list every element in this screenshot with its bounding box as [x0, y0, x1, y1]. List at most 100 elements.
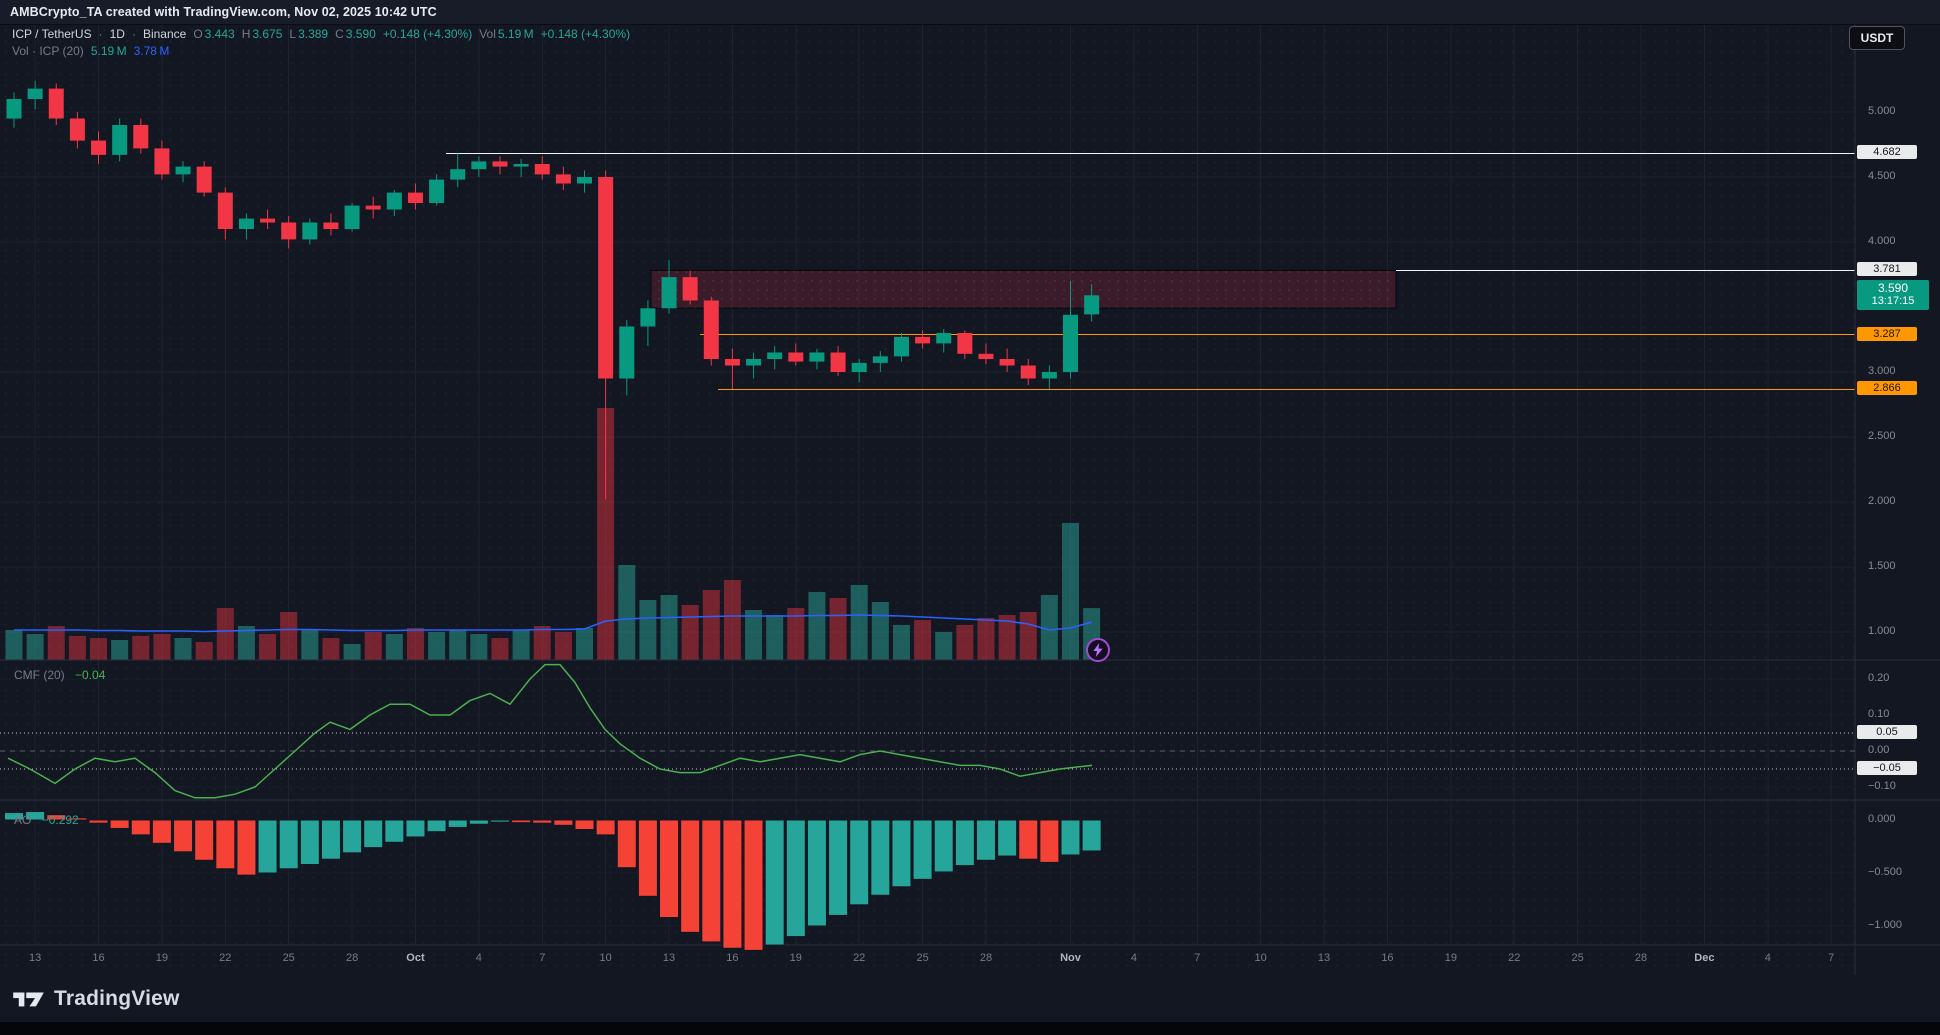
volume-bar [322, 638, 340, 660]
lightning-badge[interactable] [1086, 638, 1110, 662]
time-axis-day-label: 13 [662, 952, 676, 964]
time-axis-month-label: Oct [406, 952, 425, 964]
candle-body [788, 352, 804, 362]
candle-body [872, 356, 888, 363]
candle-body [344, 205, 360, 229]
candle-body [640, 308, 656, 327]
volume-bar [449, 630, 467, 660]
ao-histogram-bar [299, 819, 320, 866]
candle-body [238, 218, 254, 229]
ao-histogram-bar [1018, 819, 1039, 860]
candle-body [936, 333, 952, 344]
candle-body [27, 88, 43, 99]
volume-bar [1062, 523, 1079, 660]
time-axis-day-label: 19 [789, 952, 802, 964]
volume-indicator-row[interactable]: Vol · ICP (20) 5.19 M 3.78 M [12, 44, 630, 58]
candle-body [767, 352, 783, 359]
cmf-tick-label: 0.20 [1868, 672, 1890, 684]
time-axis-day-label: 16 [726, 952, 739, 964]
cmf-value: −0.04 [75, 668, 106, 682]
lightning-icon [1093, 643, 1103, 657]
candle-body [302, 222, 318, 240]
ao-histogram-bar [975, 819, 996, 861]
volume-bar [90, 638, 108, 660]
ao-histogram-bar [468, 819, 489, 825]
volume-bar [491, 638, 509, 660]
time-axis-day-label: 22 [853, 952, 866, 964]
volume-bar [808, 592, 826, 660]
exchange-label[interactable]: Binance [142, 27, 187, 41]
ao-histogram-bar [342, 819, 363, 854]
ao-histogram-bar [933, 819, 954, 873]
volume-bar [385, 634, 403, 660]
cmf-band-badge: 0.05 [1857, 725, 1917, 739]
candle-body [154, 148, 170, 175]
candle-body [598, 177, 614, 379]
volume-bar [216, 608, 234, 660]
candle-body [492, 161, 508, 167]
price-change: +0.148 (+4.30%) [382, 27, 473, 41]
ao-indicator-row[interactable]: AO −0.292 [14, 813, 79, 827]
time-axis-day-label: 7 [539, 952, 546, 964]
ao-histogram-bar [701, 819, 722, 943]
candle-body [978, 353, 994, 359]
candle-body [1020, 365, 1036, 379]
candle-body [682, 277, 698, 301]
tradingview-logo[interactable]: TradingView [0, 986, 180, 1012]
candle-body [365, 205, 381, 210]
candle-body [893, 336, 909, 357]
currency-toggle-button[interactable]: USDT [1849, 26, 1905, 50]
candle-body [91, 140, 107, 155]
symbol-row[interactable]: ICP / TetherUS · 1D · Binance O 3.443 H … [12, 27, 630, 41]
volume-bar [174, 638, 192, 660]
candle-body [1063, 314, 1078, 372]
ao-histogram-bar [891, 819, 912, 888]
volume-bar [406, 628, 424, 660]
time-axis-day-label: 10 [599, 952, 612, 964]
tradingview-logo-text[interactable]: TradingView [54, 987, 180, 1010]
ao-histogram-bar [173, 819, 194, 853]
volume-bar [639, 600, 657, 660]
volume-bar [850, 585, 868, 660]
candle-body [217, 192, 233, 229]
candle-body [48, 88, 64, 119]
candle-body [830, 352, 846, 372]
time-axis-day-label: 7 [1194, 952, 1201, 964]
ao-histogram-bar [659, 819, 680, 919]
level-price-badge: 4.682 [1857, 145, 1917, 160]
ao-histogram-bar [88, 819, 109, 824]
candle-body [450, 169, 466, 180]
volume-bar [871, 602, 889, 660]
candle-body [999, 359, 1015, 366]
volume-bar [892, 625, 910, 660]
tradingview-logo-icon [13, 992, 44, 1007]
symbol-name[interactable]: ICP / TetherUS [12, 27, 92, 41]
interval-label[interactable]: 1D [109, 27, 125, 41]
ao-label[interactable]: AO [14, 813, 32, 827]
volume-bar [153, 634, 171, 660]
volume-bar [111, 640, 129, 660]
volume-bar [618, 565, 636, 660]
price-tick-label: 4.000 [1868, 235, 1896, 247]
volume-bar [702, 590, 720, 660]
cmf-indicator-row[interactable]: CMF (20) −0.04 [14, 668, 105, 682]
price-tick-label: 4.500 [1868, 170, 1896, 182]
ao-histogram-bar [278, 819, 299, 870]
ohlc-open: O 3.443 [193, 27, 235, 41]
candle-body [513, 164, 529, 167]
time-axis-month-label: Dec [1694, 952, 1715, 964]
ao-histogram-bar [722, 819, 743, 949]
ao-histogram-bar [4, 812, 24, 821]
ao-histogram-bar [405, 819, 426, 838]
chart-legend[interactable]: ICP / TetherUS · 1D · Binance O 3.443 H … [12, 27, 630, 61]
cmf-label[interactable]: CMF (20) [14, 668, 65, 682]
time-axis-day-label: 28 [345, 952, 359, 964]
volume-indicator-value: 5.19 M [90, 44, 127, 58]
ao-histogram-bar [553, 819, 574, 826]
time-axis-day-label: 25 [282, 952, 295, 964]
candle-body [809, 352, 825, 362]
volume-bar [301, 630, 319, 660]
ao-histogram-bar [574, 819, 595, 831]
volume-indicator-label[interactable]: Vol · ICP (20) [12, 44, 84, 58]
